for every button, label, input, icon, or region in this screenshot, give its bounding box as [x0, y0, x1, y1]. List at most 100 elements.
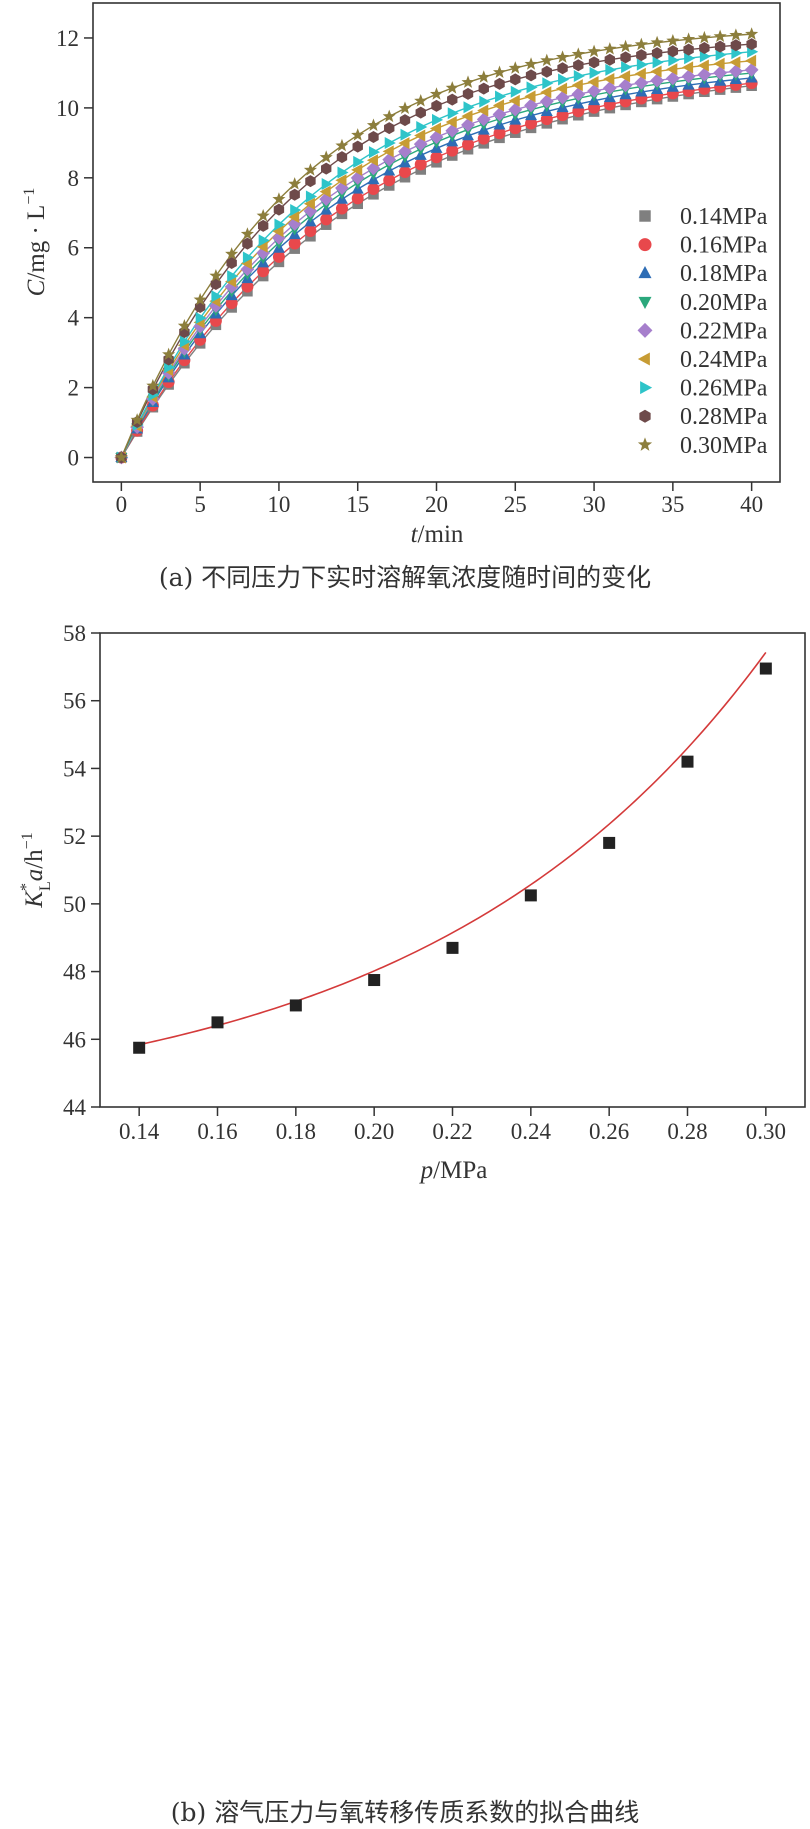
data-point: [273, 203, 285, 216]
data-point: [477, 132, 490, 145]
data-point: [619, 39, 633, 53]
y-tick-label: 54: [63, 756, 87, 781]
data-point: [305, 190, 318, 203]
data-point: [461, 110, 473, 123]
data-point: [319, 185, 331, 198]
x-tick-label: 0.18: [276, 1119, 316, 1144]
data-point: [179, 335, 191, 348]
data-point: [493, 127, 506, 140]
data-point: [383, 174, 396, 187]
data-point: [477, 104, 489, 117]
data-point: [446, 144, 459, 157]
data-point: [304, 225, 317, 238]
x-axis-label-b: p/MPa: [419, 1157, 488, 1184]
data-point: [162, 347, 176, 361]
data-point: [668, 54, 680, 67]
data-point: [618, 70, 631, 83]
data-point: [571, 87, 586, 102]
data-point: [510, 85, 522, 98]
data-point: [508, 94, 520, 107]
data-point: [414, 94, 428, 107]
legend-label: 0.16MPa: [680, 233, 768, 259]
figure-a: 0 5 10 15 20 25 30 35 40 0 2 4 6 8 10 12 0.14MPa 0.16MP…: [0, 0, 810, 600]
data-point: [479, 95, 491, 108]
caption-a: (a) 不同压力下实时溶解氧浓度随时间的变化: [158, 563, 652, 592]
legend-label: 0.20MPa: [680, 290, 768, 316]
data-point: [432, 113, 444, 126]
data-point: [587, 84, 601, 98]
data-point: [682, 32, 696, 45]
data-point: [274, 218, 286, 231]
data-point: [525, 117, 538, 130]
y-tick-label: 8: [68, 166, 80, 191]
y-tick-label: 48: [63, 960, 86, 985]
data-point: [477, 70, 491, 83]
data-point: [571, 79, 583, 92]
data-point: [728, 64, 743, 79]
data-point: [351, 128, 365, 141]
data-point: [492, 107, 507, 122]
data-point: [684, 52, 696, 65]
y-axis-label-a: C/mg · L−1: [21, 188, 50, 297]
data-point: [745, 54, 757, 67]
data-point: [555, 82, 568, 95]
series-markers: [114, 27, 759, 465]
y-tick-label: 46: [63, 1027, 86, 1052]
x-tick-label: 0.14: [119, 1119, 160, 1144]
series-line-0.26MPa: [120, 51, 752, 458]
data-point: [714, 40, 726, 53]
data-point: [573, 70, 585, 83]
data-point: [429, 87, 444, 100]
data-point: [699, 50, 711, 63]
data-point: [288, 210, 300, 223]
data-point: [540, 86, 552, 99]
data-point: [209, 269, 223, 282]
data-point: [398, 137, 410, 150]
data-point: [337, 166, 349, 179]
data-point: [240, 227, 254, 240]
data-point: [730, 39, 742, 52]
legend-marker: [637, 437, 653, 451]
data-point: [303, 197, 315, 210]
data-point: [400, 128, 412, 141]
data-point: [414, 129, 426, 142]
data-point: [759, 662, 772, 675]
data-point: [114, 450, 128, 464]
y-tick-label: 2: [68, 376, 80, 401]
y-tick-label: 52: [63, 824, 86, 849]
y-tick-label: 56: [63, 689, 86, 714]
y-tick-label: 6: [68, 236, 80, 261]
data-point: [524, 889, 537, 902]
data-point: [256, 240, 268, 253]
x-tick-label: 0.26: [589, 1119, 629, 1144]
data-point: [414, 158, 427, 171]
data-point: [508, 102, 523, 117]
data-point: [621, 61, 633, 74]
data-point: [320, 213, 333, 226]
data-point: [541, 65, 552, 78]
data-point: [476, 112, 491, 127]
data-point: [525, 69, 537, 82]
data-point: [430, 151, 443, 164]
data-point: [650, 73, 664, 88]
data-point: [478, 82, 489, 95]
data-point: [589, 66, 601, 79]
data-point: [335, 174, 347, 187]
data-point: [416, 121, 428, 133]
data-point: [495, 90, 507, 103]
data-point: [429, 130, 444, 145]
data-point: [195, 312, 207, 325]
data-point: [272, 225, 284, 238]
legend-label: 0.14MPa: [680, 204, 768, 230]
data-point: [321, 162, 332, 175]
data-point: [431, 99, 442, 112]
data-point: [319, 150, 333, 163]
data-point: [587, 44, 601, 58]
data-point: [258, 234, 270, 247]
data-point: [447, 93, 458, 106]
data-point: [445, 81, 459, 94]
data-point: [555, 50, 570, 63]
data-point: [634, 67, 646, 80]
data-point: [193, 292, 207, 306]
data-point: [429, 122, 441, 135]
